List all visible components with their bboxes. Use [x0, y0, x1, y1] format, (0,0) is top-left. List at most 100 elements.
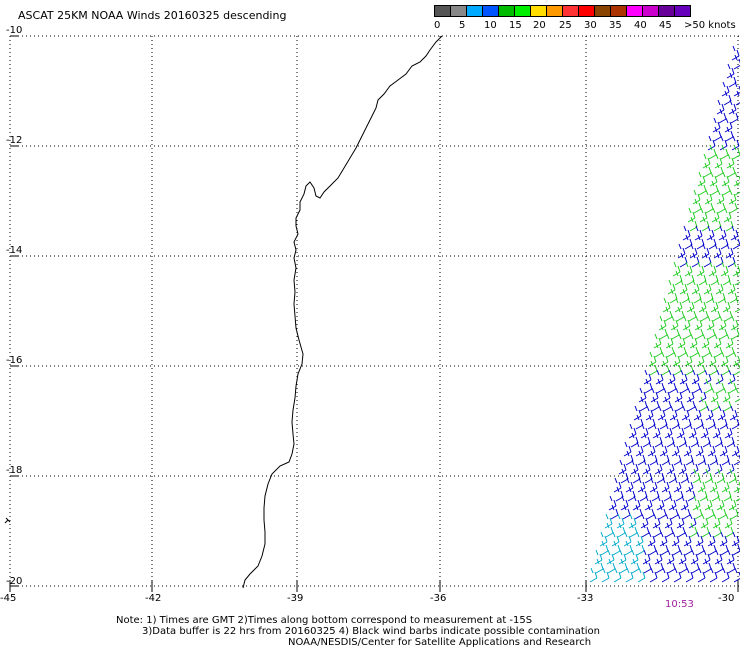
wind-barb [642, 432, 651, 448]
wind-barb [695, 441, 704, 457]
wind-barb [714, 342, 723, 358]
wind-barb [656, 378, 665, 394]
wind-barb [697, 450, 706, 466]
wind-barb [734, 387, 740, 403]
wind-barb [671, 324, 680, 340]
wind-barb [693, 198, 702, 214]
wind-barb [679, 252, 688, 268]
wind-barb [704, 495, 713, 511]
wind-barb [721, 81, 730, 97]
wind-barb [685, 360, 694, 376]
wind-barb [690, 432, 699, 448]
wind-barb [661, 477, 670, 493]
wind-barb [731, 441, 740, 457]
wind-barb [686, 297, 695, 313]
wind-barb [666, 432, 675, 448]
wind-barb [730, 225, 739, 241]
wind-barb [700, 423, 709, 439]
wind-barb [659, 324, 668, 340]
wind-barb [711, 486, 720, 502]
wind-barb [613, 477, 622, 493]
wind-barb [673, 567, 682, 583]
wind-barb [710, 270, 719, 286]
colorbar-label: 0 [434, 20, 441, 31]
wind-barb [683, 441, 692, 457]
wind-barb [646, 504, 655, 520]
wind-barb [682, 225, 691, 241]
wind-barb [701, 522, 710, 538]
lat-lon-grid [9, 35, 740, 592]
wind-barb [703, 252, 712, 268]
wind-barb [673, 477, 682, 493]
wind-barb [733, 567, 740, 583]
wind-barb [726, 432, 735, 448]
wind-barb [720, 261, 729, 277]
wind-barb [716, 99, 725, 115]
colorbar-labels: 0 5 10 15 20 25 30 35 40 45 >50 knots [428, 20, 740, 34]
wind-barb [689, 522, 698, 538]
wind-barb [691, 279, 700, 295]
wind-barb [666, 459, 675, 475]
colorbar-label: 30 [584, 20, 597, 31]
wind-barb [675, 396, 684, 412]
wind-barb [691, 252, 700, 268]
wind-barb [713, 243, 722, 259]
wind-barb [726, 342, 735, 358]
wind-barb [702, 432, 711, 448]
colorbar-label: 20 [533, 20, 546, 31]
wind-barb [693, 288, 702, 304]
note-line-1: Note: 1) Times are GMT 2)Times along bot… [116, 615, 533, 626]
wind-barb [719, 324, 728, 340]
wind-barb [731, 45, 740, 61]
wind-barb [711, 396, 720, 412]
wind-barb [718, 108, 727, 124]
wind-barb [725, 243, 734, 259]
wind-speed-colorbar [434, 5, 691, 17]
wind-barb [670, 504, 679, 520]
wind-barb [679, 279, 688, 295]
wind-barb [677, 243, 686, 259]
wind-barb [720, 144, 729, 160]
wind-barb [676, 423, 685, 439]
wind-barb [668, 378, 677, 394]
wind-barb [708, 234, 717, 250]
wind-barb [728, 99, 737, 115]
wind-barb [651, 486, 660, 502]
wind-barb [639, 396, 648, 412]
wind-barb [623, 441, 632, 457]
wind-barb [610, 504, 619, 520]
wind-barb [724, 306, 733, 322]
wind-barb [669, 288, 678, 304]
wind-barb [693, 405, 702, 421]
wind-barb [619, 558, 628, 574]
wind-barb [589, 567, 598, 583]
wind-barb [652, 423, 661, 439]
wind-barb [697, 477, 706, 493]
wind-barb [608, 495, 617, 511]
wind-barb [648, 540, 657, 556]
wind-barb [715, 558, 724, 574]
wind-barb [717, 405, 726, 421]
wind-barb [713, 216, 722, 232]
wind-barb [687, 207, 696, 223]
wind-barb [704, 468, 713, 484]
wind-barb [655, 558, 664, 574]
wind-barb [701, 216, 710, 232]
wind-barb [677, 522, 686, 538]
wind-barb [708, 144, 717, 160]
wind-barb [628, 423, 637, 439]
lon-label-39: -39 [287, 593, 304, 604]
lon-label-33: -33 [577, 593, 594, 604]
wind-barb [718, 225, 727, 241]
wind-barb [637, 450, 646, 466]
wind-barb [711, 207, 720, 223]
wind-barb [714, 432, 723, 448]
wind-barb [695, 324, 704, 340]
wind-barb [625, 477, 634, 493]
wind-barb [703, 558, 712, 574]
wind-barb [637, 567, 646, 583]
wind-barb [678, 459, 687, 475]
wind-barb [629, 522, 638, 538]
wind-barb [706, 504, 715, 520]
wind-barb [649, 477, 658, 493]
